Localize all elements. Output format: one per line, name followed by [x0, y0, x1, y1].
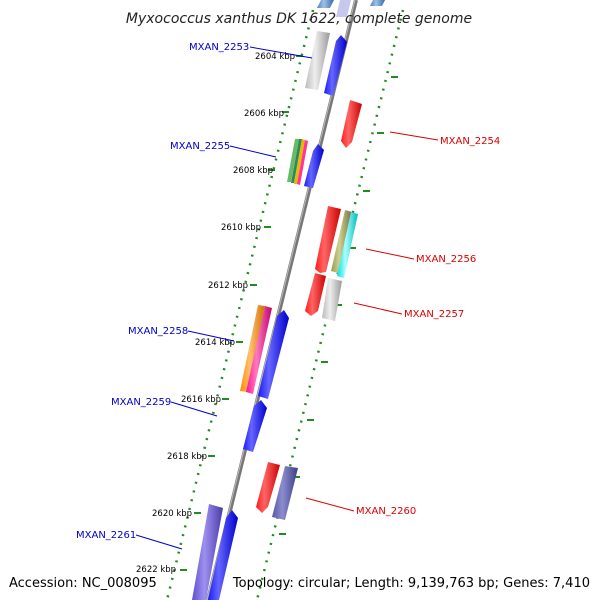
gene-feature-mxan-2258[interactable]: [258, 310, 289, 399]
gene-feature-olive[interactable]: [331, 210, 352, 273]
gene-feature-cyan[interactable]: [337, 212, 358, 278]
tick-label: 2616 kbp: [181, 395, 221, 405]
tick-marks: [180, 55, 398, 571]
gene-label-mxan-2255[interactable]: MXAN_2255: [170, 141, 230, 152]
gene-feature-band[interactable]: [297, 140, 308, 185]
gene-feature-mxan-2259[interactable]: [243, 400, 267, 452]
tick-label: 2610 kbp: [221, 223, 261, 233]
gene-label-mxan-2261[interactable]: MXAN_2261: [76, 530, 136, 541]
gene-feature-band[interactable]: [294, 139, 305, 184]
tick-label: 2604 kbp: [255, 52, 295, 62]
gene-feature-mxan-2257[interactable]: [305, 273, 326, 316]
gene-feature-gray[interactable]: [305, 31, 330, 90]
gene-feature-mxan-2255[interactable]: [304, 144, 324, 188]
gene-label-mxan-2259[interactable]: MXAN_2259: [111, 397, 171, 408]
tick-label: 2606 kbp: [244, 109, 284, 119]
gene-feature-partial[interactable]: [336, 0, 351, 17]
gene-label-mxan-2256[interactable]: MXAN_2256: [416, 254, 476, 265]
gene-feature-mxan-2253[interactable]: [324, 35, 347, 96]
gene-label-mxan-2260[interactable]: MXAN_2260: [356, 506, 416, 517]
gene-labels[interactable]: MXAN_2253 MXAN_2254 MXAN_2255 MXAN_2256 …: [76, 42, 500, 541]
label-leaders: [135, 46, 439, 550]
tick-label: 2618 kbp: [167, 452, 207, 462]
gene-feature-slate[interactable]: [272, 466, 298, 520]
gene-label-mxan-2253[interactable]: MXAN_2253: [189, 42, 249, 53]
genome-info-text: Topology: circular; Length: 9,139,763 bp…: [232, 576, 590, 591]
tick-label: 2620 kbp: [152, 509, 192, 519]
gene-label-mxan-2257[interactable]: MXAN_2257: [404, 309, 464, 320]
tick-label: 2612 kbp: [208, 281, 248, 291]
gene-label-mxan-2258[interactable]: MXAN_2258: [128, 326, 188, 337]
tick-label: 2614 kbp: [195, 338, 235, 348]
accession-text: Accession: NC_008095: [9, 576, 157, 591]
gene-feature-mxan-2261[interactable]: [208, 510, 238, 600]
gene-feature-mxan-2256[interactable]: [315, 206, 341, 273]
tick-label: 2608 kbp: [233, 166, 273, 176]
gene-feature-mxan-2254[interactable]: [341, 100, 362, 148]
gene-feature-partial[interactable]: [317, 0, 334, 8]
gene-feature-partial[interactable]: [370, 0, 385, 6]
gene-feature-gray[interactable]: [322, 278, 342, 321]
gene-features[interactable]: [192, 0, 385, 600]
gene-feature-purple[interactable]: [192, 504, 223, 600]
gene-feature-pink[interactable]: [246, 306, 272, 394]
gene-feature-orange[interactable]: [240, 305, 265, 392]
tick-labels: 2604 kbp 2606 kbp 2608 kbp 2610 kbp 2612…: [136, 52, 295, 575]
tick-label: 2622 kbp: [136, 565, 176, 575]
gene-feature-mxan-2260[interactable]: [256, 462, 280, 513]
genome-backbone: [206, 0, 358, 600]
gene-feature-band[interactable]: [287, 139, 299, 182]
gene-label-mxan-2254[interactable]: MXAN_2254: [440, 136, 500, 147]
map-title: Myxococcus xanthus DK 1622, complete gen…: [126, 11, 472, 27]
gene-feature-band[interactable]: [291, 139, 302, 183]
